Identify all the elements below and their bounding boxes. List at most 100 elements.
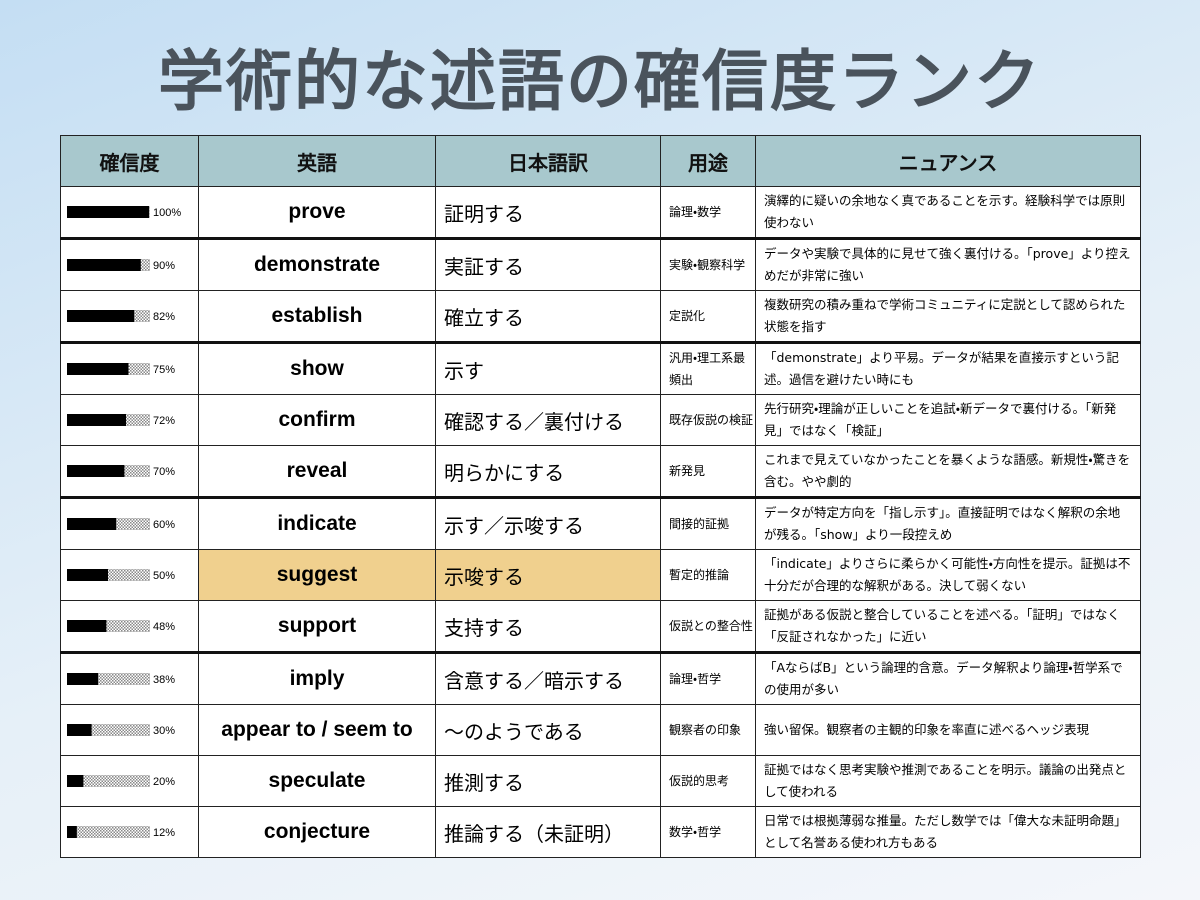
confidence-label: 30%	[153, 725, 175, 737]
bar	[67, 363, 129, 375]
confidence-cell: 100%	[60, 186, 199, 240]
table-row: 100% prove 証明する 論理・数学 演繹的に疑いの余地なく真であることを示す。経…	[60, 186, 1141, 240]
nuance-cell: 強い留保。観察者の主観的印象を率直に述べるヘッジ表現	[755, 704, 1141, 756]
confidence-label: 72%	[153, 415, 175, 427]
use-cell: 観察者の印象	[660, 704, 756, 756]
japanese-term: 確立する	[435, 290, 661, 344]
japanese-term: 示唆する	[435, 549, 661, 601]
confidence-label: 75%	[153, 364, 175, 376]
confidence-label: 82%	[153, 311, 175, 323]
header-cell: 確信度	[60, 135, 199, 187]
english-term: demonstrate	[198, 238, 436, 291]
table-row: 82% establish 確立する 定説化 複数研究の積み重ねで学術コミュニティに定説…	[60, 290, 1141, 344]
english-term: appear to / seem to	[198, 704, 436, 756]
use-cell: 論理・哲学	[660, 652, 756, 705]
japanese-term: 支持する	[435, 600, 661, 654]
confidence-bar: 75%	[67, 363, 175, 376]
confidence-bar: 50%	[67, 569, 175, 582]
confidence-label: 38%	[153, 674, 175, 686]
title: 学術的な述語の確信度ランク	[158, 43, 1042, 120]
confidence-bar: 82%	[67, 310, 175, 323]
confidence-cell: 82%	[60, 290, 199, 344]
confidence-cell: 30%	[60, 704, 199, 756]
bar	[67, 465, 125, 477]
nuance-cell: 「indicate」よりさらに柔らかく可能性・方向性を提示。証拠は不十分だが合理…	[755, 549, 1141, 601]
nuance-cell: 先行研究・理論が正しいことを追試・新データで裏付ける。「新発見」ではなく「検証」	[755, 394, 1141, 446]
confidence-bar: 70%	[67, 465, 175, 478]
bar	[67, 569, 108, 581]
confidence-cell: 50%	[60, 549, 199, 601]
confidence-cell: 90%	[60, 238, 199, 291]
japanese-term: 確認する／裏付ける	[435, 394, 661, 446]
english-term: prove	[198, 186, 436, 240]
bar	[67, 518, 117, 530]
japanese-term: 〜のようである	[435, 704, 661, 756]
english-term: reveal	[198, 445, 436, 499]
confidence-bar: 60%	[67, 518, 175, 531]
bar	[67, 724, 92, 736]
table-row: 50% suggest 示唆する 暫定的推論 「indicate」よりさらに柔らかく可能…	[60, 549, 1141, 601]
use-cell: 仮説との整合性	[660, 600, 756, 654]
table-row: 75% show 示す 汎用・理工系最頻出 「demonstrate」より平易。データが…	[60, 342, 1141, 395]
confidence-cell: 72%	[60, 394, 199, 446]
header-cell: 日本語訳	[435, 135, 661, 187]
bar	[67, 310, 135, 322]
confidence-label: 50%	[153, 570, 175, 582]
use-cell: 定説化	[660, 290, 756, 344]
use-cell: 実験・観察科学	[660, 238, 756, 291]
bar	[67, 259, 141, 271]
confidence-bar: 12%	[67, 826, 175, 839]
header-row: 確信度 英語 日本語訳 用途 ニュアンス	[60, 135, 1141, 187]
table-row: 48% support 支持する 仮説との整合性 証拠がある仮説と整合していることを述べ…	[60, 600, 1141, 654]
japanese-term: 証明する	[435, 186, 661, 240]
confidence-bar: 30%	[67, 724, 175, 737]
nuance-cell: 日常では根拠薄弱な推量。ただし数学では「偉大な未証明命題」として名誉ある使われ方…	[755, 806, 1141, 858]
table-row: 70% reveal 明らかにする 新発見 これまで見えていなかったことを暴くような語感…	[60, 445, 1141, 499]
confidence-cell: 60%	[60, 497, 199, 550]
table-row: 72% confirm 確認する／裏付ける 既存仮説の検証 先行研究・理論が正しいことを…	[60, 394, 1141, 446]
table-row: 20% speculate 推測する 仮説的思考 証拠ではなく思考実験や推測であることを…	[60, 755, 1141, 807]
confidence-cell: 48%	[60, 600, 199, 654]
header-cell: 英語	[198, 135, 436, 187]
nuance-cell: これまで見えていなかったことを暴くような語感。新規性・驚きを含む。やや劇的	[755, 445, 1141, 499]
japanese-term: 実証する	[435, 238, 661, 291]
nuance-cell: 「demonstrate」より平易。データが結果を直接示すという記述。過信を避け…	[755, 342, 1141, 395]
confidence-cell: 12%	[60, 806, 199, 858]
confidence-label: 12%	[153, 827, 175, 839]
bar	[67, 620, 107, 632]
english-term: indicate	[198, 497, 436, 550]
english-term: suggest	[198, 549, 436, 601]
nuance-cell: 証拠ではなく思考実験や推測であることを明示。議論の出発点として使われる	[755, 755, 1141, 807]
japanese-term: 推論する（未証明）	[435, 806, 661, 858]
table-row: 30% appear to / seem to 〜のようである 観察者の印象 強い留保。…	[60, 704, 1141, 756]
confidence-bar: 48%	[67, 620, 175, 633]
confidence-label: 60%	[153, 519, 175, 531]
confidence-cell: 20%	[60, 755, 199, 807]
header-cell: 用途	[660, 135, 756, 187]
use-cell: 仮説的思考	[660, 755, 756, 807]
japanese-term: 明らかにする	[435, 445, 661, 499]
table-row: 60% indicate 示す／示唆する 間接的証拠 データが特定方向を「指し示す」。直…	[60, 497, 1141, 550]
japanese-term: 示す／示唆する	[435, 497, 661, 550]
confidence-bar: 72%	[67, 414, 175, 427]
nuance-cell: 複数研究の積み重ねで学術コミュニティに定説として認められた状態を指す	[755, 290, 1141, 344]
english-term: conjecture	[198, 806, 436, 858]
use-cell: 暫定的推論	[660, 549, 756, 601]
confidence-cell: 38%	[60, 652, 199, 705]
use-cell: 数学・哲学	[660, 806, 756, 858]
header-cell: ニュアンス	[755, 135, 1141, 187]
bar	[67, 673, 99, 685]
use-cell: 新発見	[660, 445, 756, 499]
confidence-label: 70%	[153, 466, 175, 478]
confidence-cell: 75%	[60, 342, 199, 395]
nuance-cell: 「AならばB」という論理的含意。データ解釈より論理・哲学系での使用が多い	[755, 652, 1141, 705]
table-body: 100% prove 証明する 論理・数学 演繹的に疑いの余地なく真であることを示す。経…	[60, 186, 1141, 858]
bar-track	[67, 826, 150, 838]
nuance-cell: データや実験で具体的に見せて強く裏付ける。「prove」より控えめだが非常に強い	[755, 238, 1141, 291]
confidence-bar: 90%	[67, 259, 175, 272]
use-cell: 間接的証拠	[660, 497, 756, 550]
english-term: establish	[198, 290, 436, 344]
table-row: 90% demonstrate 実証する 実験・観察科学 データや実験で具体的に見せて強…	[60, 238, 1141, 291]
table-row: 38% imply 含意する／暗示する 論理・哲学 「AならばB」という論理的含意。デー…	[60, 652, 1141, 705]
english-term: imply	[198, 652, 436, 705]
